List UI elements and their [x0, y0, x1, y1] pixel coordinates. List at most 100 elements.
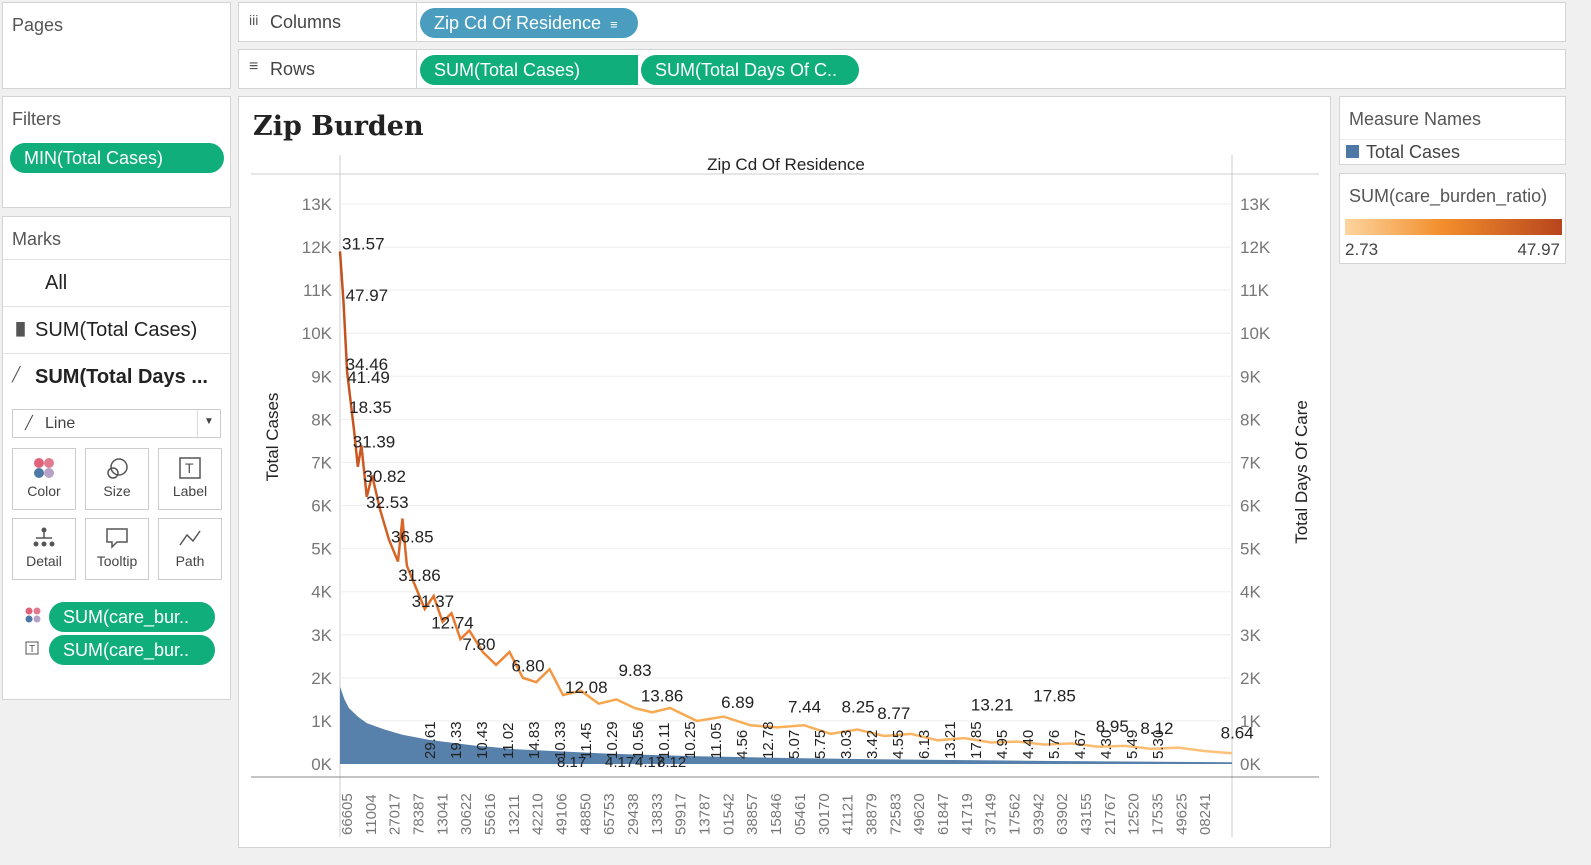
columns-shelf[interactable]: iii Columns Zip Cd Of Residence ≡ — [238, 2, 1566, 42]
x-tick: 49620 — [911, 793, 928, 835]
rotated-data-label: 11.05 — [708, 723, 725, 759]
x-tick: 13787 — [697, 793, 714, 835]
data-label: 7.80 — [462, 635, 495, 654]
pages-panel[interactable]: Pages — [2, 2, 231, 89]
y-tick-left: 9K — [311, 367, 332, 386]
data-label: 8.12 — [1140, 719, 1173, 738]
x-tick: 41121 — [840, 794, 857, 835]
ratio-min-label: 2.73 — [1345, 240, 1379, 259]
rows-pill-total-cases[interactable]: SUM(Total Cases) — [420, 55, 638, 85]
data-label: 31.37 — [412, 592, 455, 611]
data-label: 31.86 — [398, 566, 441, 585]
color-button[interactable]: Color — [12, 448, 76, 510]
rotated-data-label: 4.67 — [1072, 730, 1089, 759]
rotated-data-label: 4.55 — [890, 730, 907, 759]
tooltip-icon — [86, 519, 148, 553]
marks-card-total-days[interactable]: ╱ SUM(Total Days ... — [3, 353, 232, 400]
marks-card-all[interactable]: All — [3, 259, 232, 306]
y-tick-right: 0K — [1240, 755, 1261, 774]
measure-names-legend[interactable]: Measure Names Total Cases — [1339, 96, 1566, 165]
chart-title: Zip Burden — [253, 111, 424, 142]
filter-pill-min-total-cases[interactable]: MIN(Total Cases) — [10, 143, 224, 173]
filters-title: Filters — [12, 109, 61, 129]
y-tick-right: 8K — [1240, 410, 1261, 429]
label-field-pill[interactable]: SUM(care_bur.. — [49, 635, 215, 665]
rows-pill-total-days[interactable]: SUM(Total Days Of C.. — [641, 55, 859, 85]
x-tick: 13833 — [649, 793, 666, 835]
data-label: 36.85 — [391, 527, 434, 546]
label-button[interactable]: T Label — [158, 448, 222, 510]
bottom-data-label: 8.17 — [557, 754, 586, 771]
bottom-data-label: 8.12 — [657, 754, 686, 771]
y-tick-left: 4K — [311, 583, 332, 602]
ratio-max-label: 47.97 — [1517, 240, 1560, 259]
data-label: 30.82 — [363, 467, 406, 486]
bar-chart-icon: ▐▌ — [12, 322, 30, 336]
rotated-data-label: 17.85 — [968, 721, 985, 759]
rotated-data-label: 3.03 — [838, 730, 855, 759]
columns-pill-zip[interactable]: Zip Cd Of Residence ≡ — [420, 8, 638, 38]
data-label: 8.95 — [1096, 717, 1129, 736]
rotated-data-label: 12.78 — [760, 721, 777, 759]
marks-card-total-cases[interactable]: ▐▌ SUM(Total Cases) — [3, 306, 232, 353]
marks-card-total-days-label: SUM(Total Days ... — [35, 366, 208, 388]
data-label: 12.08 — [565, 678, 608, 697]
rotated-data-label: 5.75 — [812, 730, 829, 759]
chart-panel[interactable]: Zip Burden Zip Cd Of Residence 0K 0K 1K 1K 2K… — [238, 96, 1331, 848]
rotated-data-label: 4.95 — [994, 730, 1011, 759]
y-tick-left: 6K — [311, 497, 332, 516]
color-field-pill[interactable]: SUM(care_bur.. — [49, 602, 215, 632]
bottom-data-label: 4.17 — [635, 754, 664, 771]
x-tick: 61847 — [935, 793, 952, 835]
y-tick-right: 3K — [1240, 626, 1261, 645]
rows-label: Rows — [270, 59, 316, 79]
y-tick-left: 0K — [311, 755, 332, 774]
marks-panel[interactable]: Marks All ▐▌ SUM(Total Cases) ╱ SUM(Tota… — [2, 216, 232, 700]
care-burden-ratio-title: SUM(care_burden_ratio) — [1349, 186, 1548, 206]
mark-type-dropdown[interactable]: ╱ Line ▼ — [12, 409, 221, 438]
x-tick: 17562 — [1006, 793, 1023, 835]
detail-button-label: Detail — [26, 553, 62, 569]
data-label: 13.86 — [641, 687, 684, 706]
data-label: 7.44 — [788, 697, 821, 716]
color-ramp — [1345, 219, 1562, 235]
column-header: Zip Cd Of Residence — [707, 155, 865, 174]
x-tick: 27017 — [387, 793, 404, 835]
x-tick: 65753 — [601, 793, 618, 835]
x-tick: 05461 — [792, 793, 809, 835]
x-tick: 15846 — [768, 793, 785, 835]
data-label: 32.53 — [366, 493, 409, 512]
rows-icon: ≡ — [249, 58, 259, 75]
y-tick-right: 1K — [1240, 712, 1261, 731]
chart-svg[interactable]: Zip Cd Of Residence 0K 0K 1K 1K 2K 2K 3K 3K 4K 4K 5… — [239, 97, 1330, 847]
data-label: 17.85 — [1033, 687, 1076, 706]
rotated-data-label: 10.11 — [656, 723, 673, 759]
chevron-down-icon[interactable]: ▼ — [204, 416, 214, 427]
x-tick: 43155 — [1078, 793, 1095, 835]
y-tick-right: 7K — [1240, 453, 1261, 472]
data-label: 41.49 — [347, 368, 390, 387]
filters-panel[interactable]: Filters MIN(Total Cases) — [2, 96, 231, 208]
x-tick: 42210 — [530, 793, 547, 835]
total-cases-swatch — [1346, 145, 1359, 158]
y-tick-left: 11K — [303, 281, 333, 300]
columns-icon: iii — [249, 12, 259, 28]
x-tick: 59917 — [673, 793, 690, 835]
path-button[interactable]: Path — [158, 518, 222, 580]
x-tick: 63902 — [1054, 793, 1071, 835]
y-tick-right: 13K — [1240, 195, 1271, 214]
tooltip-button[interactable]: Tooltip — [85, 518, 149, 580]
size-button-label: Size — [103, 483, 131, 499]
care-burden-ratio-legend[interactable]: SUM(care_burden_ratio) 2.73 47.97 — [1339, 173, 1566, 264]
line-mark-icon: ╱ — [25, 415, 33, 430]
rotated-data-label: 19.33 — [448, 721, 465, 759]
data-label: 12.74 — [431, 613, 474, 632]
data-label: 9.83 — [619, 661, 652, 680]
rotated-data-label: 4.56 — [734, 730, 751, 759]
x-tick: 66605 — [339, 793, 356, 835]
size-button[interactable]: Size — [85, 448, 149, 510]
rows-shelf[interactable]: ≡ Rows SUM(Total Cases) SUM(Total Days O… — [238, 49, 1566, 89]
y-tick-left: 12K — [302, 238, 333, 257]
detail-button[interactable]: Detail — [12, 518, 76, 580]
y-tick-right: 6K — [1240, 497, 1261, 516]
